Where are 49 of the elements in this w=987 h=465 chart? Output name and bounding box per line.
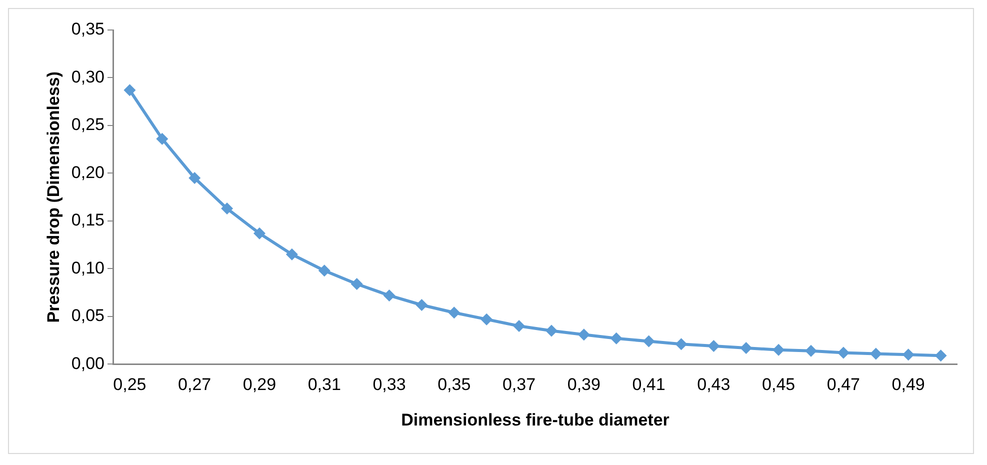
y-tick-label: 0,20 bbox=[71, 162, 104, 182]
y-tick-label: 0,15 bbox=[71, 210, 104, 230]
point bbox=[188, 172, 201, 184]
point bbox=[480, 313, 493, 326]
point bbox=[870, 348, 882, 360]
x-tick-label: 0,47 bbox=[826, 375, 860, 394]
point bbox=[416, 299, 428, 311]
point bbox=[513, 320, 526, 332]
x-tick-label: 0,27 bbox=[178, 375, 212, 394]
x-tick-label: 0,33 bbox=[372, 375, 406, 394]
point bbox=[675, 338, 688, 350]
x-tick-label: 0,29 bbox=[242, 375, 276, 394]
point bbox=[156, 132, 168, 145]
point bbox=[383, 289, 396, 302]
point bbox=[934, 350, 947, 362]
x-tick-label: 0,43 bbox=[697, 375, 730, 394]
y-tick-label: 0,35 bbox=[71, 20, 104, 39]
point bbox=[286, 248, 298, 260]
x-tick-label: 0,25 bbox=[113, 375, 146, 394]
point bbox=[350, 278, 363, 290]
point bbox=[318, 264, 330, 277]
point bbox=[708, 340, 720, 352]
point bbox=[642, 335, 655, 348]
y-tick-label: 0,00 bbox=[71, 354, 104, 373]
point bbox=[772, 344, 785, 356]
y-tick-label: 0,25 bbox=[71, 115, 104, 134]
x-tick-label: 0,39 bbox=[567, 375, 600, 394]
point bbox=[578, 328, 590, 341]
x-tick-label: 0,45 bbox=[762, 375, 796, 394]
point bbox=[124, 84, 136, 96]
point bbox=[221, 202, 234, 215]
y-tick-label: 0,05 bbox=[71, 306, 104, 326]
x-tick-label: 0,49 bbox=[892, 375, 925, 394]
x-tick-label: 0,41 bbox=[632, 375, 666, 394]
point bbox=[448, 306, 460, 319]
y-axis-title: Pressure drop (Dimensionless) bbox=[44, 71, 63, 323]
x-tick-label: 0,35 bbox=[438, 375, 471, 394]
y-tick-label: 0,30 bbox=[71, 67, 104, 86]
point bbox=[902, 348, 914, 361]
x-tick-label: 0,31 bbox=[308, 375, 341, 394]
point bbox=[740, 342, 752, 354]
point bbox=[805, 344, 818, 357]
point bbox=[610, 332, 622, 344]
x-axis-title: Dimensionless fire-tube diameter bbox=[401, 410, 670, 430]
point bbox=[837, 346, 850, 359]
x-tick-label: 0,37 bbox=[502, 375, 536, 394]
point bbox=[253, 227, 266, 240]
y-tick-label: 0,10 bbox=[71, 258, 104, 278]
point bbox=[545, 324, 558, 337]
